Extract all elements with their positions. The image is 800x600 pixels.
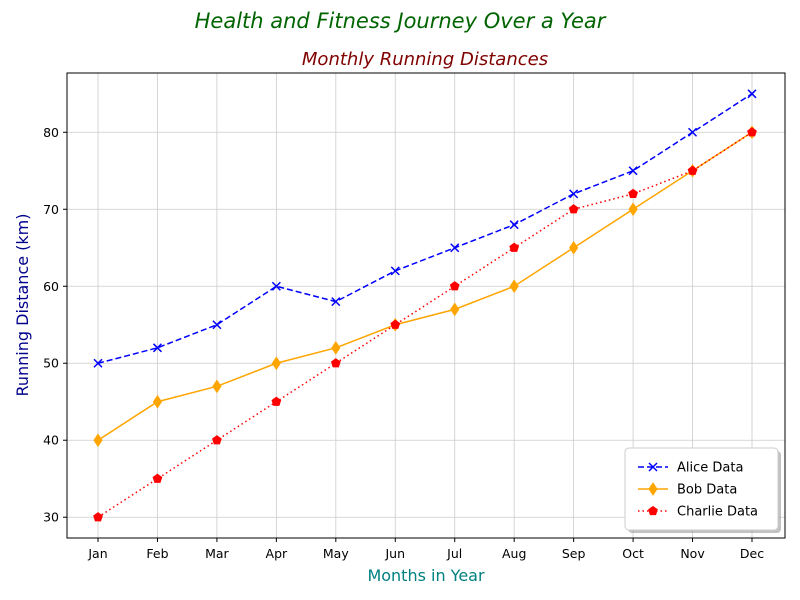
x-tick-label: Aug — [502, 546, 526, 561]
data-point — [449, 281, 460, 291]
data-point — [271, 396, 282, 406]
data-point — [747, 89, 757, 99]
series-line — [97, 131, 753, 441]
data-point — [390, 266, 400, 276]
chart-title: Monthly Running Distances — [302, 49, 548, 70]
data-point — [271, 281, 281, 291]
x-tick-label: Oct — [622, 546, 644, 561]
x-tick-label: Jan — [87, 546, 107, 561]
data-point — [212, 379, 222, 394]
y-tick-label: 40 — [43, 433, 59, 448]
data-point — [628, 166, 638, 176]
data-point — [628, 202, 638, 217]
data-point — [628, 188, 638, 199]
y-tick-label: 30 — [43, 510, 59, 525]
y-tick-label: 60 — [43, 279, 59, 294]
plot-frame — [66, 72, 786, 539]
x-axis-label: Months in Year — [367, 566, 485, 585]
data-point — [687, 165, 698, 175]
y-tick-label: 50 — [43, 356, 59, 371]
legend-label: Bob Data — [677, 483, 737, 498]
y-axis-label: Running Distance (km) — [13, 213, 32, 396]
y-tick-label: 70 — [43, 202, 59, 217]
data-point — [93, 358, 103, 368]
data-point — [569, 189, 579, 199]
legend-entry: Alice Data — [638, 461, 743, 476]
series-line — [97, 93, 753, 364]
x-tick-label: May — [323, 546, 349, 561]
x-tick-label: Mar — [205, 546, 229, 561]
x-tick-label: Apr — [266, 546, 288, 561]
y-tick-label: 80 — [43, 125, 59, 140]
data-point — [152, 473, 163, 483]
data-point — [331, 340, 341, 355]
data-point — [330, 358, 341, 368]
data-point — [450, 302, 460, 317]
data-point — [212, 320, 222, 330]
x-tick-label: Dec — [740, 546, 764, 561]
chart-suptitle: Health and Fitness Journey Over a Year — [195, 9, 607, 33]
data-point — [568, 204, 579, 214]
x-tick-label: Sep — [562, 546, 586, 561]
data-point — [152, 343, 162, 353]
data-point — [747, 127, 757, 137]
legend-label: Charlie Data — [677, 505, 758, 520]
x-tick-label: Jul — [446, 546, 462, 561]
legend-box — [624, 447, 779, 531]
x-tick-label: Feb — [146, 546, 168, 561]
legend-entry: Bob Data — [638, 482, 737, 498]
data-point — [450, 243, 460, 253]
data-point — [569, 240, 579, 255]
x-tick-label: Nov — [680, 546, 705, 561]
legend: Alice Data Bob Data Charlie Data — [624, 447, 781, 533]
legend-entry: Charlie Data — [638, 505, 758, 520]
data-point — [152, 394, 163, 409]
data-point — [271, 356, 281, 371]
legend-marker — [648, 462, 658, 472]
legend-label: Alice Data — [677, 461, 743, 476]
data-point — [688, 127, 698, 137]
data-point — [509, 279, 519, 294]
data-point — [331, 297, 341, 307]
x-ticks: Jan Feb Mar Apr May Jun Jul Aug Sep Oct Nov Dec — [87, 538, 764, 561]
series-0 — [93, 89, 757, 368]
data-point — [509, 220, 519, 230]
series-2 — [93, 127, 757, 522]
data-point — [93, 512, 103, 522]
legend-marker — [648, 505, 658, 516]
data-point — [390, 319, 401, 329]
data-point — [212, 435, 222, 445]
y-ticks: 30 40 50 60 70 80 — [43, 125, 67, 525]
data-point — [509, 242, 520, 252]
legend-marker — [648, 482, 658, 496]
data-point — [93, 433, 103, 448]
series-layer — [93, 89, 757, 522]
x-tick-label: Jun — [385, 546, 406, 561]
